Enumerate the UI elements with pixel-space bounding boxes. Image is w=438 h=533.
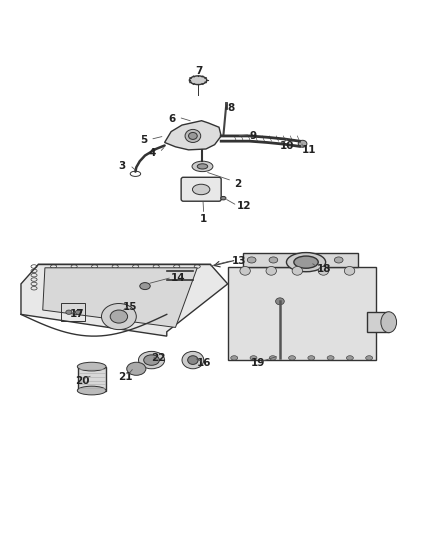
Ellipse shape (308, 356, 315, 360)
Polygon shape (43, 268, 197, 327)
Ellipse shape (192, 161, 213, 172)
Polygon shape (21, 264, 228, 336)
Ellipse shape (187, 356, 198, 365)
Text: 19: 19 (251, 358, 265, 368)
Text: 13: 13 (232, 256, 247, 266)
Ellipse shape (221, 197, 226, 200)
Ellipse shape (110, 310, 127, 323)
Ellipse shape (269, 356, 276, 360)
Ellipse shape (102, 303, 136, 329)
Ellipse shape (366, 356, 373, 360)
Ellipse shape (78, 362, 106, 371)
Ellipse shape (291, 257, 300, 263)
Polygon shape (243, 254, 358, 266)
Ellipse shape (140, 282, 150, 289)
Text: 21: 21 (118, 373, 133, 383)
Ellipse shape (269, 257, 278, 263)
Text: 17: 17 (70, 309, 85, 319)
Ellipse shape (286, 253, 325, 272)
Ellipse shape (189, 76, 207, 85)
Text: 20: 20 (74, 376, 89, 385)
Ellipse shape (240, 266, 251, 275)
Ellipse shape (78, 386, 106, 395)
Ellipse shape (318, 266, 328, 275)
Ellipse shape (127, 362, 146, 375)
Ellipse shape (346, 356, 353, 360)
Text: 10: 10 (280, 141, 294, 150)
Text: 14: 14 (171, 273, 186, 283)
Ellipse shape (313, 257, 321, 263)
Ellipse shape (197, 164, 208, 169)
Ellipse shape (188, 133, 197, 140)
Ellipse shape (185, 130, 201, 142)
Text: 22: 22 (151, 353, 165, 363)
Ellipse shape (276, 298, 284, 305)
Polygon shape (228, 266, 376, 360)
Text: 8: 8 (228, 103, 235, 112)
Ellipse shape (66, 310, 72, 314)
Text: 3: 3 (118, 161, 125, 172)
Ellipse shape (144, 355, 159, 365)
Ellipse shape (294, 256, 318, 268)
Text: 16: 16 (197, 358, 211, 368)
Text: 18: 18 (317, 264, 332, 273)
Polygon shape (367, 312, 389, 332)
Ellipse shape (247, 257, 256, 263)
Text: 9: 9 (250, 131, 257, 141)
Text: 6: 6 (168, 114, 176, 124)
Bar (61, 303, 85, 321)
Ellipse shape (289, 356, 296, 360)
Text: 7: 7 (196, 66, 203, 76)
Ellipse shape (250, 356, 257, 360)
Text: 15: 15 (123, 302, 137, 312)
Polygon shape (165, 120, 221, 150)
Text: 1: 1 (200, 214, 207, 224)
Ellipse shape (266, 266, 276, 275)
Ellipse shape (334, 257, 343, 263)
Text: 4: 4 (148, 148, 156, 158)
Ellipse shape (138, 351, 165, 369)
Ellipse shape (192, 184, 210, 195)
Ellipse shape (292, 266, 303, 275)
Text: 12: 12 (237, 201, 251, 212)
Ellipse shape (231, 356, 238, 360)
Ellipse shape (344, 266, 355, 275)
FancyBboxPatch shape (181, 177, 221, 201)
Ellipse shape (298, 140, 307, 147)
Polygon shape (78, 367, 106, 391)
Text: 11: 11 (302, 145, 316, 155)
Text: 2: 2 (234, 179, 241, 189)
Ellipse shape (182, 351, 204, 369)
Ellipse shape (75, 310, 81, 314)
Text: 5: 5 (140, 135, 147, 146)
Ellipse shape (327, 356, 334, 360)
Ellipse shape (381, 312, 396, 333)
